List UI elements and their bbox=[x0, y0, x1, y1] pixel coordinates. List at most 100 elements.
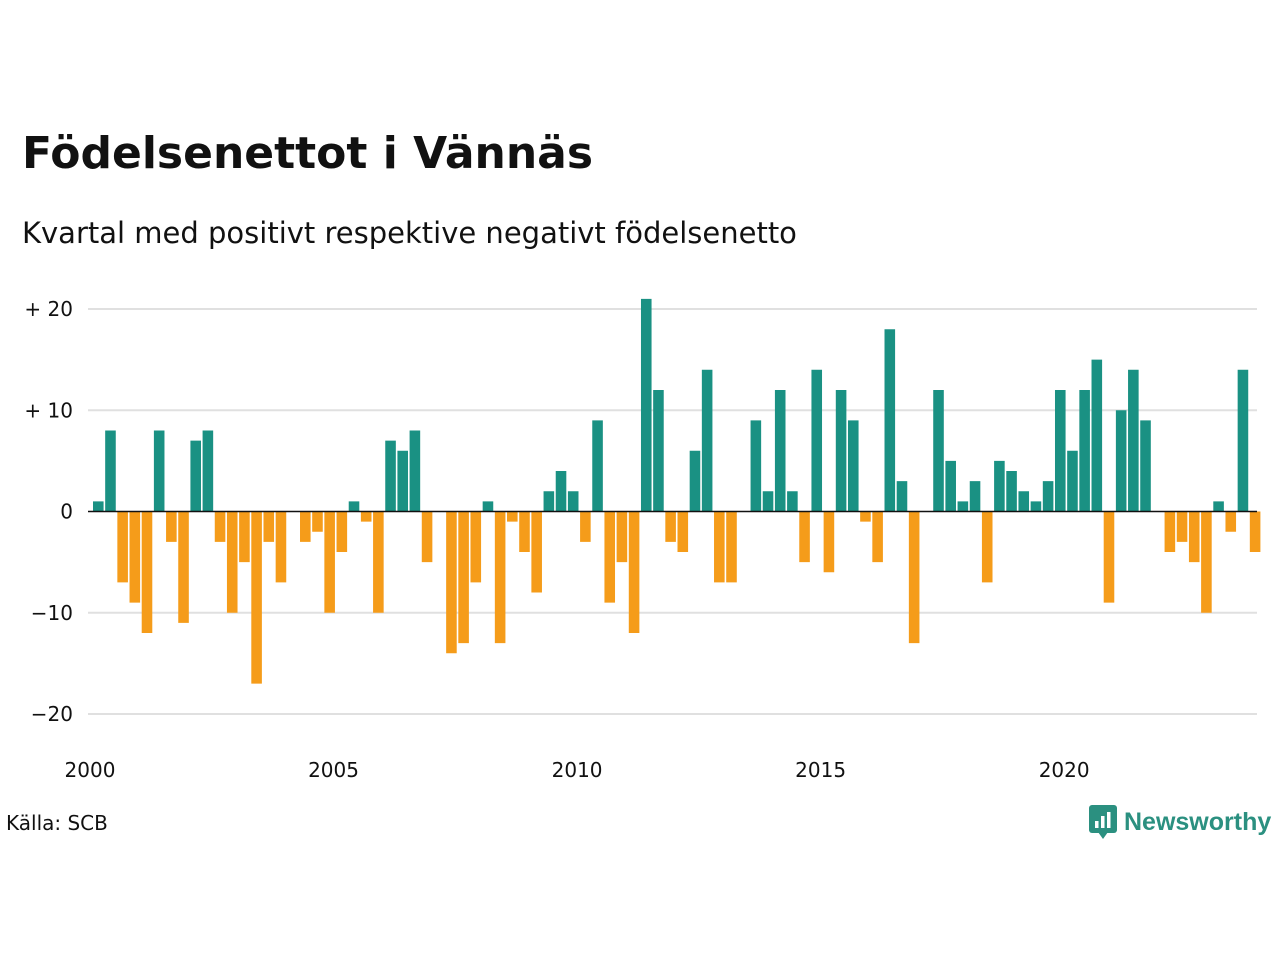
bar bbox=[884, 329, 896, 512]
bar bbox=[969, 481, 981, 512]
bar bbox=[762, 491, 774, 512]
bar bbox=[409, 430, 421, 512]
bar bbox=[799, 511, 810, 563]
bar bbox=[494, 511, 506, 644]
bar bbox=[689, 450, 701, 512]
bar bbox=[1188, 511, 1200, 563]
bar bbox=[1054, 390, 1066, 512]
bar bbox=[531, 511, 542, 593]
x-tick-label: 2020 bbox=[1039, 758, 1090, 782]
bar bbox=[835, 390, 847, 512]
bar bbox=[1213, 501, 1224, 512]
bar bbox=[872, 511, 883, 563]
bar bbox=[214, 511, 226, 542]
bar bbox=[604, 511, 616, 603]
bar bbox=[981, 511, 993, 583]
bar bbox=[1249, 511, 1261, 552]
x-tick-label: 2000 bbox=[65, 758, 116, 782]
bar bbox=[1067, 450, 1078, 512]
bar bbox=[1237, 369, 1249, 512]
y-tick-label: 0 bbox=[60, 500, 73, 524]
y-tick-label: −20 bbox=[31, 702, 73, 726]
bar bbox=[933, 390, 944, 512]
bar bbox=[823, 511, 835, 573]
bar bbox=[482, 501, 494, 512]
bar bbox=[1201, 511, 1212, 613]
bar bbox=[1176, 511, 1188, 542]
bar bbox=[178, 511, 189, 623]
bar bbox=[336, 511, 348, 552]
bar bbox=[312, 511, 323, 532]
bar bbox=[190, 440, 201, 512]
bar bbox=[324, 511, 335, 613]
bar bbox=[714, 511, 725, 583]
bar bbox=[239, 511, 250, 563]
bar bbox=[896, 481, 908, 512]
bar bbox=[1091, 359, 1103, 512]
bar bbox=[1164, 511, 1176, 552]
bar bbox=[1079, 390, 1090, 512]
chart-subtitle: Kvartal med positivt respektive negativt… bbox=[22, 216, 797, 250]
bar bbox=[275, 511, 287, 583]
bar bbox=[373, 511, 384, 613]
bars bbox=[93, 298, 1261, 684]
bar bbox=[555, 471, 567, 512]
bar bbox=[129, 511, 141, 603]
bar bbox=[957, 501, 969, 512]
bar bbox=[153, 430, 165, 512]
bar bbox=[446, 511, 457, 654]
bar bbox=[750, 420, 762, 512]
bar bbox=[653, 390, 664, 512]
bar bbox=[580, 511, 591, 542]
y-tick-label: −10 bbox=[31, 601, 73, 625]
newsworthy-logo-icon bbox=[1089, 805, 1117, 839]
bar bbox=[677, 511, 689, 552]
bar bbox=[421, 511, 433, 563]
bar bbox=[397, 450, 409, 512]
bar bbox=[300, 511, 311, 542]
bar bbox=[519, 511, 530, 552]
bar bbox=[1030, 501, 1042, 512]
bar bbox=[543, 491, 555, 512]
bar bbox=[93, 501, 104, 512]
bar bbox=[1042, 481, 1054, 512]
bar bbox=[117, 511, 128, 583]
bar bbox=[860, 511, 871, 522]
bar bbox=[263, 511, 275, 542]
x-tick-label: 2010 bbox=[552, 758, 603, 782]
bar bbox=[774, 390, 786, 512]
bar bbox=[507, 511, 518, 522]
source-note: Källa: SCB bbox=[6, 811, 108, 835]
bar bbox=[385, 440, 396, 512]
bar bbox=[616, 511, 628, 563]
x-axis-labels: 2000 2005 2010 2015 2020 bbox=[65, 758, 1090, 782]
bar bbox=[908, 511, 920, 644]
bar bbox=[360, 511, 372, 522]
bar bbox=[787, 491, 798, 512]
bar bbox=[592, 420, 603, 512]
bar bbox=[811, 369, 823, 512]
bar bbox=[1225, 511, 1237, 532]
x-tick-label: 2015 bbox=[795, 758, 846, 782]
bar bbox=[166, 511, 177, 542]
bar bbox=[640, 298, 652, 512]
y-axis-labels: + 20 + 10 0 −10 −20 bbox=[24, 297, 73, 726]
bar bbox=[226, 511, 238, 613]
bar bbox=[348, 501, 360, 512]
bar bbox=[1115, 410, 1127, 512]
bar bbox=[141, 511, 153, 633]
bar bbox=[1140, 420, 1151, 512]
bar bbox=[1018, 491, 1030, 512]
x-tick-label: 2005 bbox=[308, 758, 359, 782]
bar-chart: + 20 + 10 0 −10 −20 2000 2005 2010 2015 2020 bbox=[24, 297, 1261, 782]
bar bbox=[202, 430, 214, 512]
bar bbox=[665, 511, 676, 542]
bar bbox=[945, 460, 956, 512]
bar bbox=[470, 511, 482, 583]
bar bbox=[458, 511, 469, 644]
y-tick-label: + 10 bbox=[24, 398, 73, 422]
brand-logo: Newsworthy bbox=[1088, 804, 1271, 840]
y-tick-label: + 20 bbox=[24, 297, 73, 321]
brand-name: Newsworthy bbox=[1124, 807, 1272, 836]
bar bbox=[847, 420, 859, 512]
